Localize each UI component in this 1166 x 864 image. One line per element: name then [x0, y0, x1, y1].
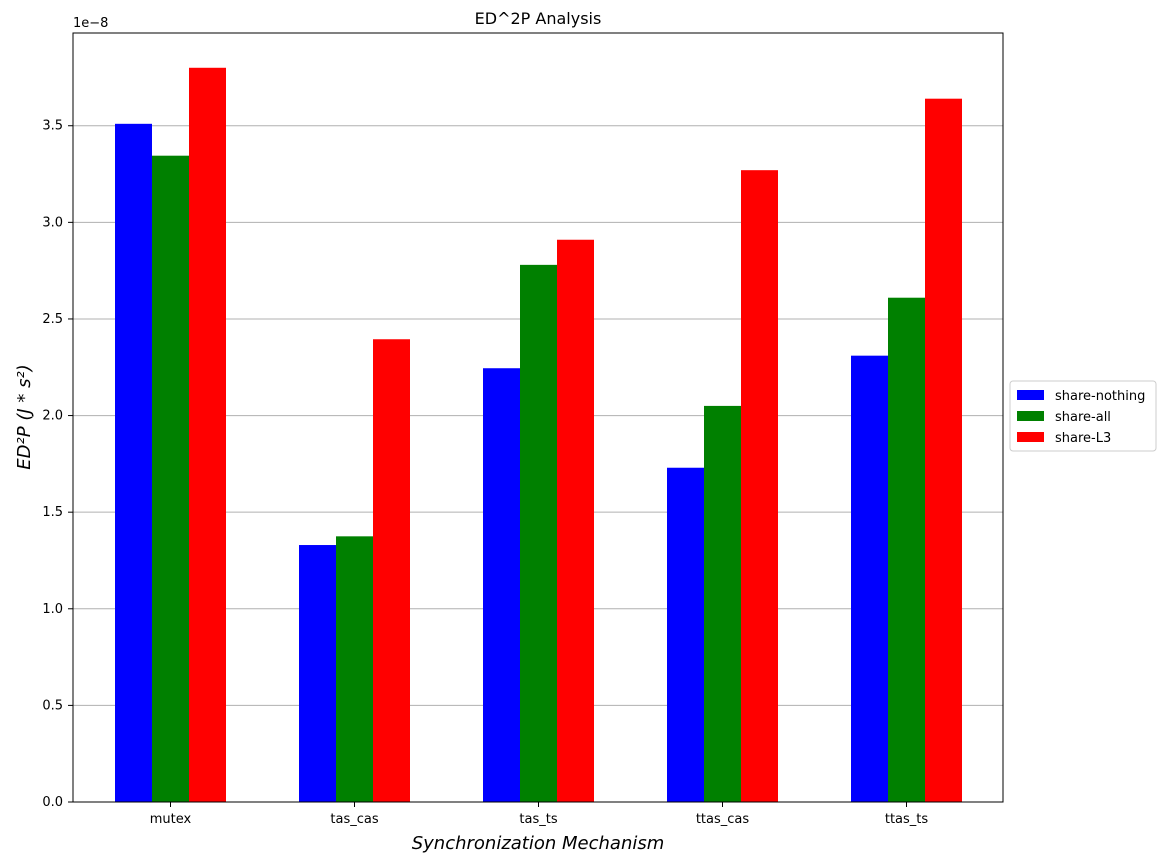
x-tick-label: tas_cas — [330, 812, 378, 827]
bar-share-L3-tas_cas — [373, 339, 410, 802]
legend-swatch-share-L3 — [1017, 432, 1044, 442]
bar-share-nothing-tas_ts — [483, 368, 520, 802]
y-axis-ticks: 0.0 0.5 1.0 1.5 2.0 2.5 3.0 3.5 — [42, 119, 73, 810]
bar-share-nothing-mutex — [115, 123, 152, 803]
bar-share-L3-ttas_ts — [925, 98, 962, 802]
y-tick-label: 0.0 — [42, 795, 63, 810]
legend-label-share-L3: share-L3 — [1055, 431, 1111, 446]
x-tick-label: ttas_cas — [696, 812, 750, 827]
y-tick-label: 2.0 — [42, 409, 63, 424]
y-tick-label: 1.0 — [42, 602, 63, 617]
bar-share-all-ttas_cas — [704, 405, 741, 802]
bar-share-all-tas_ts — [520, 264, 557, 803]
x-tick-label: tas_ts — [519, 812, 557, 827]
bar-share-all-mutex — [152, 155, 189, 803]
y-tick-label: 3.0 — [42, 215, 63, 230]
bar-share-L3-ttas_cas — [741, 170, 778, 802]
bar-share-nothing-tas_cas — [299, 545, 336, 802]
y-tick-label: 2.5 — [42, 312, 63, 327]
bar-share-all-tas_cas — [336, 536, 373, 802]
x-tick-label: ttas_ts — [885, 812, 929, 827]
legend: share-nothing share-all share-L3 — [1009, 380, 1157, 452]
chart-title: ED^2P Analysis — [475, 9, 602, 28]
y-tick-label: 1.5 — [42, 505, 63, 520]
legend-label-share-nothing: share-nothing — [1055, 389, 1145, 404]
bar-share-nothing-ttas_cas — [667, 467, 704, 802]
bar-share-all-ttas_ts — [888, 297, 925, 802]
y-axis-label: ED²P (J * s²) — [14, 364, 35, 469]
x-axis-ticks: mutex tas_cas tas_ts ttas_cas ttas_ts — [150, 802, 929, 827]
legend-swatch-share-nothing — [1017, 390, 1044, 400]
bar-share-L3-mutex — [189, 67, 226, 803]
x-axis-label: Synchronization Mechanism — [412, 833, 665, 854]
x-tick-label: mutex — [150, 812, 192, 827]
y-tick-label: 0.5 — [42, 698, 63, 713]
legend-swatch-share-all — [1017, 411, 1044, 421]
bar-share-nothing-ttas_ts — [851, 355, 888, 802]
bar-share-L3-tas_ts — [557, 239, 594, 802]
legend-box — [1009, 380, 1157, 452]
y-axis-offset-label: 1e−8 — [73, 16, 108, 31]
y-tick-label: 3.5 — [42, 119, 63, 134]
bars — [115, 67, 962, 803]
legend-label-share-all: share-all — [1055, 410, 1111, 425]
